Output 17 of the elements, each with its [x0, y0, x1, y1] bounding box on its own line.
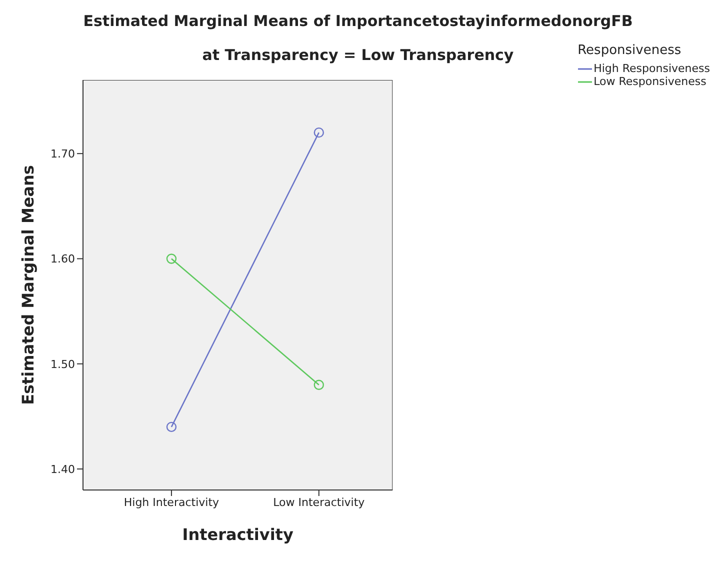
x-tick-label: High Interactivity — [124, 496, 220, 509]
point — [166, 254, 177, 264]
chart-subtitle: at Transparency = Low Transparency — [202, 46, 514, 64]
legend-label: High Responsiveness — [594, 62, 710, 75]
legend-title: Responsiveness — [578, 43, 682, 58]
x-tick-label: Low Interactivity — [273, 496, 366, 509]
point — [314, 380, 324, 390]
y-tick-label: 1.40 — [50, 462, 75, 476]
point — [166, 422, 177, 432]
y-axis-title: Estimated Marginal Means — [18, 165, 38, 405]
chart-title: Estimated Marginal Means of ImportancetostayinformedonorgFB — [82, 12, 634, 30]
legend-label: Low Responsiveness — [594, 75, 706, 88]
x-axis-title: Interactivity — [182, 525, 294, 544]
y-tick-label: 1.70 — [50, 147, 75, 160]
y-tick-label: 1.50 — [50, 358, 75, 371]
point — [314, 127, 324, 138]
y-tick-label: 1.60 — [50, 252, 75, 266]
